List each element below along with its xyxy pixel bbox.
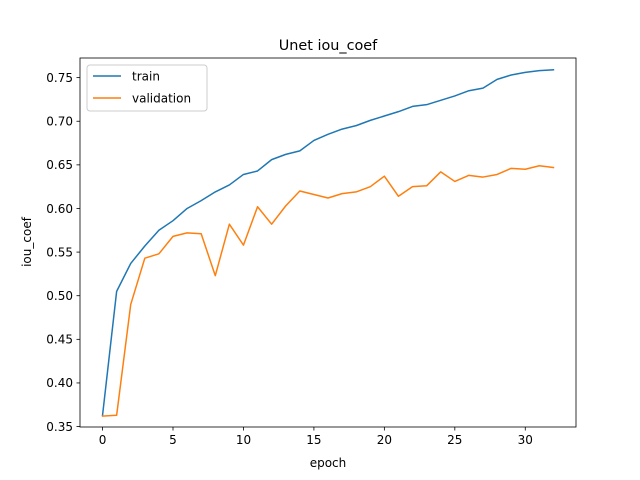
x-tick-label: 0 <box>99 433 107 447</box>
x-tick-label: 15 <box>306 433 321 447</box>
y-tick-label: 0.65 <box>46 158 73 172</box>
chart-title: Unet iou_coef <box>279 38 378 54</box>
series-line-validation <box>101 164 555 417</box>
x-tick-label: 20 <box>377 433 392 447</box>
series-line-train <box>101 68 555 417</box>
y-tick-label: 0.75 <box>46 71 73 85</box>
plot-area: 0 5 10 15 20 25 30 0.35 0.40 0.45 0.50 0.55 0.60 0.65… <box>46 57 577 447</box>
y-tick-label: 0.40 <box>46 376 73 390</box>
y-axis-label: iou_coef <box>20 216 34 267</box>
y-tick-label: 0.35 <box>46 420 73 434</box>
y-tick-label: 0.70 <box>46 115 73 129</box>
x-tick-label: 5 <box>169 433 177 447</box>
x-tick-label: 30 <box>518 433 533 447</box>
axes-frame <box>79 57 577 428</box>
legend-label-validation: validation <box>132 91 191 105</box>
y-tick-label: 0.60 <box>46 202 73 216</box>
y-tick-label: 0.45 <box>46 333 73 347</box>
legend: train validation <box>86 64 208 112</box>
y-tick-label: 0.55 <box>46 245 73 259</box>
y-tick-label: 0.50 <box>46 289 73 303</box>
x-axis-label: epoch <box>310 456 347 470</box>
x-tick-label: 10 <box>236 433 251 447</box>
legend-label-train: train <box>132 69 160 83</box>
x-tick-label: 25 <box>447 433 462 447</box>
